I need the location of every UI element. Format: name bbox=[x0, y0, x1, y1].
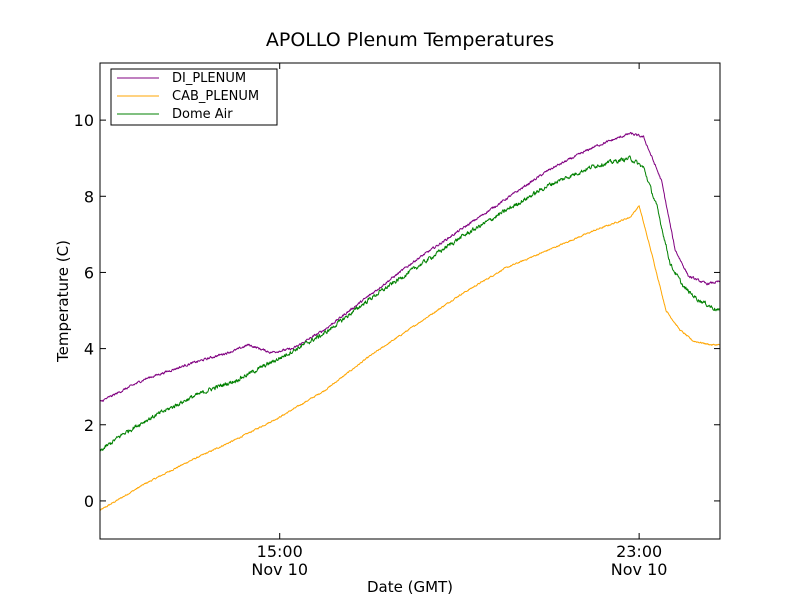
y-tick-label: 6 bbox=[84, 263, 94, 282]
y-tick-label: 0 bbox=[84, 492, 94, 511]
series-line-dome-air bbox=[99, 155, 721, 452]
series-line-cab-plenum bbox=[99, 205, 721, 511]
x-tick-label-time: 15:00 bbox=[257, 542, 303, 561]
series-layer bbox=[99, 131, 721, 511]
legend-label-di-plenum: DI_PLENUM bbox=[172, 71, 246, 86]
y-tick-label: 10 bbox=[74, 111, 94, 130]
y-tick-label: 2 bbox=[84, 416, 94, 435]
legend-label-dome-air: Dome Air bbox=[172, 107, 233, 122]
legend-label-cab-plenum: CAB_PLENUM bbox=[172, 89, 259, 104]
x-tick-label-date: Nov 10 bbox=[611, 560, 668, 579]
x-axis-label: Date (GMT) bbox=[367, 578, 453, 596]
plot-area-frame bbox=[99, 62, 721, 540]
x-tick-label-date: Nov 10 bbox=[251, 560, 308, 579]
series-line-di-plenum bbox=[99, 131, 721, 402]
y-axis-label: Temperature (C) bbox=[54, 240, 72, 363]
legend: DI_PLENUM CAB_PLENUM Dome Air bbox=[110, 68, 278, 126]
y-tick-label: 4 bbox=[84, 340, 94, 359]
y-tick-label: 8 bbox=[84, 187, 94, 206]
chart-title: APOLLO Plenum Temperatures bbox=[266, 29, 554, 51]
x-tick-label-time: 23:00 bbox=[616, 542, 662, 561]
